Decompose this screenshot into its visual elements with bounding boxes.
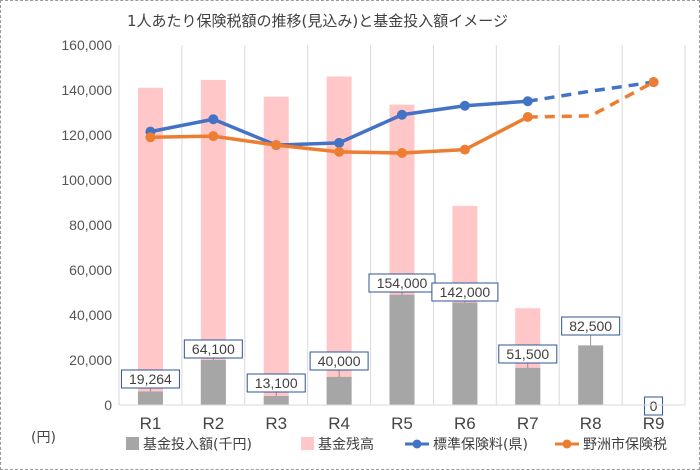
data-label: 82,500	[569, 318, 612, 334]
x-tick-label: R5	[391, 414, 413, 433]
y-unit-label: (円)	[31, 430, 56, 446]
x-tick-label: R2	[202, 414, 224, 433]
y-axis-ticks: 0 20,000 40,000 60,000 80,000 100,000 120,000 1…	[61, 37, 112, 413]
y-tick-label: 120,000	[61, 127, 112, 143]
y-tick-label: 0	[104, 397, 112, 413]
bar-fund-input	[578, 345, 604, 405]
point-standard-premium	[334, 137, 345, 148]
point-yasu-city-tax	[208, 131, 219, 142]
bar-fund-input	[263, 396, 289, 405]
line-yasu-city-tax-projected	[527, 80, 655, 119]
data-label-box	[498, 344, 558, 364]
data-labels: 19,264 64,100 13,100 40,000 154,000 142,000 51…	[120, 273, 664, 416]
x-axis-ticks: R1 R2 R3 R4 R5 R6 R7 R8 R9	[140, 414, 665, 433]
point-standard-premium	[208, 114, 219, 125]
legend-swatch	[126, 437, 139, 450]
y-tick-label: 160,000	[61, 37, 112, 53]
legend-marker	[412, 439, 422, 449]
point-yasu-city-tax	[459, 144, 470, 155]
point-standard-premium	[459, 100, 470, 111]
x-tick-label: R6	[454, 414, 476, 433]
data-label: 40,000	[318, 353, 361, 369]
data-label: 51,500	[506, 346, 549, 362]
point-yasu-city-tax	[648, 77, 659, 88]
y-tick-label: 100,000	[61, 172, 112, 188]
data-label-box	[309, 351, 369, 371]
y-tick-label: 40,000	[69, 307, 112, 323]
data-label: 13,100	[255, 375, 298, 391]
legend: 基金投入額(千円) 基金残高 標準保険料(県) 野洲市保険税	[126, 436, 667, 453]
point-yasu-city-tax	[397, 148, 407, 158]
bar-fund-input	[326, 376, 352, 405]
legend-label: 基金投入額(千円)	[143, 436, 252, 453]
point-yasu-city-tax	[522, 112, 533, 122]
data-label-box	[246, 373, 306, 393]
data-label-box	[431, 282, 499, 302]
data-label: 64,100	[192, 341, 235, 357]
data-label: 19,264	[129, 371, 172, 387]
line-series	[145, 77, 659, 158]
x-tick-label: R1	[140, 414, 162, 433]
data-label-box	[644, 396, 664, 416]
line-standard-premium-projected	[527, 80, 654, 103]
legend-label: 基金残高	[318, 436, 374, 453]
bar-fund-input	[452, 302, 478, 405]
data-label: 142,000	[440, 284, 491, 300]
y-tick-label: 140,000	[61, 82, 112, 98]
legend-swatch	[301, 437, 314, 450]
legend-label: 標準保険料(県)	[433, 437, 528, 453]
x-tick-label: R4	[328, 414, 350, 433]
chart-title: 1人あたり保険税額の推移(見込み)と基金投入額イメージ	[127, 12, 508, 30]
data-label-box	[120, 369, 180, 389]
legend-marker	[562, 439, 572, 449]
data-label-box	[561, 316, 621, 336]
y-tick-label: 60,000	[69, 262, 112, 278]
bar-fund-balance	[326, 76, 352, 405]
point-yasu-city-tax	[334, 146, 345, 157]
data-label: 0	[650, 398, 658, 414]
x-tick-label: R3	[265, 414, 287, 433]
data-label-box	[183, 339, 243, 359]
bar-fund-input	[515, 367, 541, 405]
x-tick-label: R7	[517, 414, 539, 433]
x-tick-label: R9	[643, 414, 665, 433]
data-label: 154,000	[377, 275, 428, 291]
x-tick-label: R8	[580, 414, 602, 433]
y-tick-label: 80,000	[69, 217, 112, 233]
point-yasu-city-tax	[145, 132, 156, 143]
point-yasu-city-tax	[271, 140, 282, 151]
y-tick-label: 20,000	[69, 352, 112, 368]
bar-fund-input	[137, 391, 163, 405]
bar-fund-input	[389, 294, 415, 405]
point-standard-premium	[522, 96, 533, 107]
point-standard-premium	[397, 109, 407, 120]
bar-fund-input	[200, 360, 226, 405]
legend-label: 野洲市保険税	[583, 436, 667, 453]
